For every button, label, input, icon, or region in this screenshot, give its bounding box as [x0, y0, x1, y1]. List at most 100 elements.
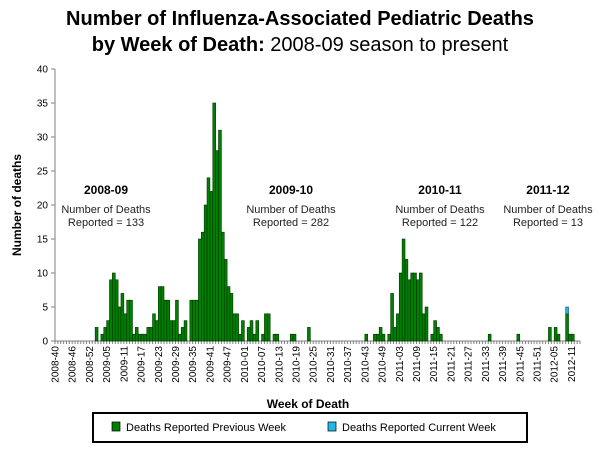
bar-previous-week	[135, 327, 139, 342]
bar-previous-week	[132, 333, 136, 342]
bar-previous-week	[114, 279, 119, 342]
bar-previous-week	[407, 279, 412, 342]
x-tick-label: 2009-17	[137, 346, 148, 383]
bar-previous-week	[430, 333, 434, 342]
bar-previous-week	[146, 327, 150, 342]
x-tick-label: 2010-37	[343, 346, 354, 383]
bar-previous-week	[192, 299, 196, 342]
x-tick-label: 2012-05	[550, 346, 561, 383]
y-tick-label: 20	[37, 201, 49, 212]
x-tick-label: 2011-39	[498, 346, 509, 382]
x-tick-label: 2009-11	[119, 346, 130, 382]
season-label: 2008-09	[84, 183, 128, 197]
bar-previous-week	[106, 320, 110, 342]
bar-previous-week	[419, 272, 423, 342]
y-tick-label: 15	[37, 235, 49, 246]
bar-previous-week	[307, 327, 311, 342]
bar-previous-week	[516, 333, 521, 342]
bar-previous-week	[238, 333, 242, 342]
bar-previous-week	[235, 313, 239, 342]
bar-previous-week	[393, 327, 397, 342]
bar-previous-week	[166, 299, 171, 342]
season-note-line1: Number of Deaths	[503, 204, 593, 216]
bar-previous-week	[565, 313, 569, 342]
y-tick-label: 25	[37, 167, 49, 178]
bar-current-week	[565, 306, 569, 315]
bar-previous-week	[123, 313, 128, 342]
bar-previous-week	[206, 177, 211, 342]
x-tick-label: 2011-33	[481, 346, 492, 382]
y-axis-label: Number of deaths	[10, 154, 24, 256]
bar-previous-week	[390, 293, 394, 342]
bar-previous-week	[143, 333, 148, 342]
bar-previous-week	[120, 293, 125, 342]
season-note-line1: Number of Deaths	[395, 204, 485, 216]
x-tick-label: 2011-27	[464, 346, 475, 382]
x-tick-label: 2011-51	[532, 346, 543, 382]
bar-previous-week	[241, 320, 245, 342]
legend-swatch-previous	[111, 421, 121, 432]
x-tick-label: 2010-07	[257, 346, 268, 383]
bar-previous-week	[129, 299, 133, 342]
chart-title-line2: by Week of Death: 2008-09 season to pres…	[92, 34, 509, 56]
bar-previous-week	[198, 238, 202, 342]
bar-previous-week	[255, 320, 259, 342]
bar-previous-week	[218, 129, 222, 342]
x-tick-label: 2010-19	[291, 346, 302, 383]
bar-previous-week	[178, 333, 182, 342]
bar-previous-week	[404, 259, 409, 342]
bar-previous-week	[252, 333, 257, 342]
x-tick-label: 2011-09	[412, 346, 423, 382]
x-axis: 2008-40 2008-46 2008-52 2009-05 2009-11 2009-…	[51, 340, 581, 383]
bar-previous-week	[180, 327, 185, 342]
y-tick-label: 10	[37, 269, 49, 280]
x-tick-label: 2009-05	[102, 346, 113, 383]
x-tick-label: 2010-01	[240, 346, 251, 383]
bar-previous-week	[364, 333, 369, 342]
bar-previous-week	[109, 279, 113, 342]
bar-previous-week	[226, 286, 231, 342]
bar-previous-week	[433, 320, 437, 342]
bar-previous-week	[103, 327, 107, 342]
bar-previous-week	[387, 333, 391, 342]
bar-previous-week	[272, 333, 277, 342]
bar-previous-week	[155, 320, 159, 342]
bar-previous-week	[195, 299, 199, 342]
y-tick-label: 40	[37, 65, 49, 76]
bar-previous-week	[261, 333, 265, 342]
bar-previous-week	[289, 333, 294, 342]
bar-previous-week	[556, 333, 561, 342]
x-tick-label: 2012-11	[567, 346, 578, 382]
bar-previous-week	[100, 333, 105, 342]
y-tick-label: 30	[37, 133, 49, 144]
bar-previous-week	[249, 320, 254, 342]
bar-previous-week	[149, 327, 153, 342]
bar-previous-week	[416, 279, 420, 342]
legend-box	[92, 412, 528, 443]
y-tick-label: 0	[42, 337, 48, 348]
bar-previous-week	[421, 313, 426, 342]
bars	[94, 102, 575, 342]
x-tick-label: 2008-46	[68, 346, 79, 383]
season-label: 2010-11	[418, 183, 462, 197]
bar-previous-week	[246, 327, 251, 342]
y-tick-label: 35	[37, 99, 49, 110]
bar-previous-week	[373, 333, 377, 342]
bar-previous-week	[140, 333, 145, 342]
bar-previous-week	[223, 259, 228, 342]
y-tick-label: 5	[42, 303, 48, 314]
bar-previous-week	[163, 299, 168, 342]
x-tick-label: 2009-41	[205, 346, 216, 383]
bar-previous-week	[376, 333, 380, 342]
x-tick-label: 2008-52	[85, 346, 96, 383]
season-label: 2011-12	[526, 183, 570, 197]
bar-previous-week	[203, 204, 208, 342]
bar-previous-week	[548, 327, 552, 342]
season-note-line2: Reported = 122	[402, 217, 478, 229]
bar-previous-week	[152, 313, 156, 342]
x-tick-label: 2008-40	[51, 346, 62, 383]
season-note-line2: Reported = 13	[513, 217, 583, 229]
bar-previous-week	[436, 327, 440, 342]
bar-previous-week	[212, 102, 216, 342]
